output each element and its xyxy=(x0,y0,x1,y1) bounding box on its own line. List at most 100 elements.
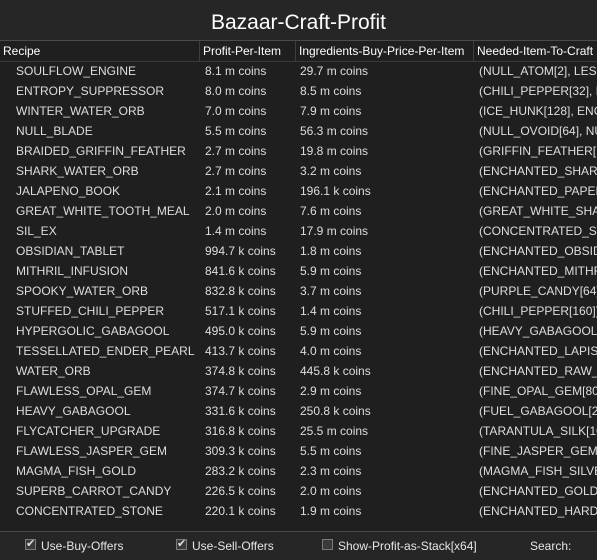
needed-items-cell: (ENCHANTED_OBSIDIA xyxy=(479,241,597,261)
profit-cell: 8.0 m coins xyxy=(205,81,266,101)
needed-items-cell: (CHILI_PEPPER[160]) xyxy=(479,301,597,321)
table-row[interactable]: WINTER_WATER_ORB 7.0 m coins 7.9 m coins (I… xyxy=(0,101,597,121)
recipe-cell: HEAVY_GABAGOOL xyxy=(16,401,131,421)
table-header: Recipe Profit-Per-Item Ingredients-Buy-P… xyxy=(0,41,597,62)
table-row[interactable]: SPOOKY_WATER_ORB 832.8 k coins 3.7 m coins… xyxy=(0,281,597,301)
ingredients-price-cell: 445.8 k coins xyxy=(300,361,371,381)
needed-items-cell: (ENCHANTED_SHARK_ xyxy=(479,161,597,181)
needed-items-cell: (GRIFFIN_FEATHER[160 xyxy=(479,141,597,161)
ingredients-price-cell: 196.1 k coins xyxy=(300,181,371,201)
ingredients-price-cell: 56.3 m coins xyxy=(300,121,368,141)
ingredients-price-cell: 3.2 m coins xyxy=(300,161,361,181)
ingredients-price-cell: 5.9 m coins xyxy=(300,321,361,341)
table-row[interactable]: SHARK_WATER_ORB 2.7 m coins 3.2 m coins (EN… xyxy=(0,161,597,181)
table-row[interactable]: BRAIDED_GRIFFIN_FEATHER 2.7 m coins 19.8 m… xyxy=(0,141,597,161)
needed-items-cell: (TARANTULA_SILK[102 xyxy=(479,421,597,441)
needed-items-cell: (ENCHANTED_MITHRI xyxy=(479,261,597,281)
profit-cell: 832.8 k coins xyxy=(205,281,276,301)
use-sell-offers-label[interactable]: Use-Sell-Offers xyxy=(192,539,274,553)
ingredients-price-cell: 1.4 m coins xyxy=(300,301,361,321)
ingredients-price-cell: 7.6 m coins xyxy=(300,201,361,221)
needed-items-cell: (NULL_ATOM[2], LESSE xyxy=(479,61,597,81)
profit-cell: 413.7 k coins xyxy=(205,341,276,361)
window-title: Bazaar-Craft-Profit xyxy=(0,0,597,40)
table-body: SOULFLOW_ENGINE 8.1 m coins 29.7 m coins (N… xyxy=(0,61,597,521)
needed-items-cell: (ENCHANTED_RAW_FI xyxy=(479,361,597,381)
recipe-cell: FLAWLESS_OPAL_GEM xyxy=(16,381,151,401)
needed-items-cell: (ENCHANTED_HARD_S xyxy=(479,501,597,521)
recipe-cell: GREAT_WHITE_TOOTH_MEAL xyxy=(16,201,190,221)
table-row[interactable]: STUFFED_CHILI_PEPPER 517.1 k coins 1.4 m c… xyxy=(0,301,597,321)
profit-cell: 220.1 k coins xyxy=(205,501,276,521)
needed-items-cell: (NULL_OVOID[64], NU xyxy=(479,121,597,141)
profit-cell: 374.8 k coins xyxy=(205,361,276,381)
ingredients-price-cell: 4.0 m coins xyxy=(300,341,361,361)
table-row[interactable]: CONCENTRATED_STONE 220.1 k coins 1.9 m coi… xyxy=(0,501,597,521)
table-row[interactable]: MITHRIL_INFUSION 841.6 k coins 5.9 m coins… xyxy=(0,261,597,281)
needed-items-cell: (CONCENTRATED_STO xyxy=(479,221,597,241)
ingredients-price-cell: 17.9 m coins xyxy=(300,221,368,241)
table-row[interactable]: FLAWLESS_JASPER_GEM 309.3 k coins 5.5 m co… xyxy=(0,441,597,461)
profit-cell: 5.5 m coins xyxy=(205,121,266,141)
ingredients-price-cell: 2.9 m coins xyxy=(300,381,361,401)
recipe-cell: BRAIDED_GRIFFIN_FEATHER xyxy=(16,141,186,161)
profit-cell: 331.6 k coins xyxy=(205,401,276,421)
needed-items-cell: (HEAVY_GABAGOOL[1 xyxy=(479,321,597,341)
profit-as-stack-checkbox[interactable] xyxy=(322,539,333,550)
use-buy-offers-checkbox[interactable] xyxy=(25,539,36,550)
column-header-ingredients-buy-price[interactable]: Ingredients-Buy-Price-Per-Item xyxy=(295,41,474,61)
table-row[interactable]: SIL_EX 1.4 m coins 17.9 m coins (CONCENTRAT… xyxy=(0,221,597,241)
recipe-cell: SUPERB_CARROT_CANDY xyxy=(16,481,171,501)
table-row[interactable]: FLYCATCHER_UPGRADE 316.8 k coins 25.5 m co… xyxy=(0,421,597,441)
table-row[interactable]: NULL_BLADE 5.5 m coins 56.3 m coins (NULL_O… xyxy=(0,121,597,141)
needed-items-cell: (FUEL_GABAGOOL[24], xyxy=(479,401,597,421)
table-row[interactable]: SOULFLOW_ENGINE 8.1 m coins 29.7 m coins (N… xyxy=(0,61,597,81)
recipe-cell: NULL_BLADE xyxy=(16,121,93,141)
profit-cell: 1.4 m coins xyxy=(205,221,266,241)
table-row[interactable]: OBSIDIAN_TABLET 994.7 k coins 1.8 m coins (… xyxy=(0,241,597,261)
options-bar: Use-Buy-Offers Use-Sell-Offers Show-Prof… xyxy=(0,531,597,560)
ingredients-price-cell: 5.5 m coins xyxy=(300,441,361,461)
use-buy-offers-label[interactable]: Use-Buy-Offers xyxy=(41,539,123,553)
profit-cell: 226.5 k coins xyxy=(205,481,276,501)
use-sell-offers-checkbox[interactable] xyxy=(176,539,187,550)
table-row[interactable]: FLAWLESS_OPAL_GEM 374.7 k coins 2.9 m coin… xyxy=(0,381,597,401)
profit-cell: 2.0 m coins xyxy=(205,201,266,221)
table-row[interactable]: WATER_ORB 374.8 k coins 445.8 k coins (ENCH… xyxy=(0,361,597,381)
table-row[interactable]: SUPERB_CARROT_CANDY 226.5 k coins 2.0 m co… xyxy=(0,481,597,501)
ingredients-price-cell: 7.9 m coins xyxy=(300,101,361,121)
column-header-recipe[interactable]: Recipe xyxy=(0,41,201,61)
needed-items-cell: (PURPLE_CANDY[64], S xyxy=(479,281,597,301)
profit-as-stack-label[interactable]: Show-Profit-as-Stack[x64] xyxy=(338,539,477,553)
recipe-cell: SPOOKY_WATER_ORB xyxy=(16,281,148,301)
profit-cell: 8.1 m coins xyxy=(205,61,266,81)
table-row[interactable]: ENTROPY_SUPPRESSOR 8.0 m coins 8.5 m coins… xyxy=(0,81,597,101)
recipe-table[interactable]: Recipe Profit-Per-Item Ingredients-Buy-P… xyxy=(0,40,597,532)
ingredients-price-cell: 2.3 m coins xyxy=(300,461,361,481)
profit-cell: 316.8 k coins xyxy=(205,421,276,441)
column-header-profit-per-item[interactable]: Profit-Per-Item xyxy=(199,41,296,61)
recipe-cell: CONCENTRATED_STONE xyxy=(16,501,163,521)
table-row[interactable]: MAGMA_FISH_GOLD 283.2 k coins 2.3 m coins (… xyxy=(0,461,597,481)
table-row[interactable]: HEAVY_GABAGOOL 331.6 k coins 250.8 k coins… xyxy=(0,401,597,421)
ingredients-price-cell: 5.9 m coins xyxy=(300,261,361,281)
needed-items-cell: (MAGMA_FISH_SILVER xyxy=(479,461,597,481)
recipe-cell: MAGMA_FISH_GOLD xyxy=(16,461,136,481)
recipe-cell: WINTER_WATER_ORB xyxy=(16,101,145,121)
table-row[interactable]: GREAT_WHITE_TOOTH_MEAL 2.0 m coins 7.6 m c… xyxy=(0,201,597,221)
table-row[interactable]: JALAPENO_BOOK 2.1 m coins 196.1 k coins (EN… xyxy=(0,181,597,201)
column-header-needed-item[interactable]: Needed-Item-To-Craft xyxy=(473,41,597,61)
ingredients-price-cell: 3.7 m coins xyxy=(300,281,361,301)
table-row[interactable]: TESSELLATED_ENDER_PEARL 413.7 k coins 4.0 … xyxy=(0,341,597,361)
ingredients-price-cell: 2.0 m coins xyxy=(300,481,361,501)
needed-items-cell: (ENCHANTED_GOLDEN xyxy=(479,481,597,501)
needed-items-cell: (GREAT_WHITE_SHARK xyxy=(479,201,597,221)
recipe-cell: HYPERGOLIC_GABAGOOL xyxy=(16,321,169,341)
ingredients-price-cell: 29.7 m coins xyxy=(300,61,368,81)
table-row[interactable]: HYPERGOLIC_GABAGOOL 495.0 k coins 5.9 m co… xyxy=(0,321,597,341)
needed-items-cell: (FINE_JASPER_GEM[80 xyxy=(479,441,597,461)
profit-cell: 283.2 k coins xyxy=(205,461,276,481)
needed-items-cell: (ENCHANTED_LAPIS_L xyxy=(479,341,597,361)
recipe-cell: SOULFLOW_ENGINE xyxy=(16,61,136,81)
recipe-cell: JALAPENO_BOOK xyxy=(16,181,120,201)
